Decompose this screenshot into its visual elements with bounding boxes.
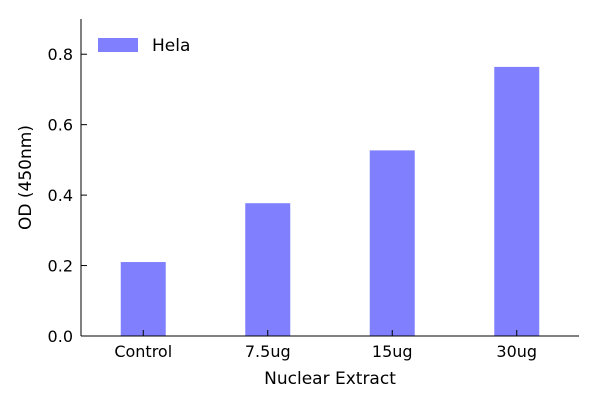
legend-swatch-hela xyxy=(98,38,138,52)
y-tick-label: 0.0 xyxy=(48,327,73,346)
x-tick-label: Control xyxy=(114,342,172,361)
y-tick-label: 0.2 xyxy=(48,257,73,276)
x-tick-label: 7.5ug xyxy=(245,342,291,361)
y-axis-label: OD (450nm) xyxy=(16,125,36,230)
bar-30ug xyxy=(494,66,540,337)
legend-label-hela: Hela xyxy=(152,36,190,56)
ticks-layer: 0.0 0.2 0.4 0.6 0.8 Control 7.5ug 15ug 30ug xyxy=(48,45,538,361)
axes-layer xyxy=(80,19,579,337)
bar-7-5ug xyxy=(245,203,291,336)
y-tick-label: 0.6 xyxy=(48,116,73,135)
x-tick-label: 30ug xyxy=(496,342,537,361)
x-axis-label: Nuclear Extract xyxy=(264,369,396,389)
bar-control xyxy=(120,262,166,336)
x-tick-label: 15ug xyxy=(372,342,413,361)
bars-layer xyxy=(120,66,540,337)
y-tick-label: 0.8 xyxy=(48,45,73,64)
y-tick-label: 0.4 xyxy=(48,186,73,205)
legend: Hela xyxy=(98,36,190,56)
bar-15ug xyxy=(369,150,415,336)
